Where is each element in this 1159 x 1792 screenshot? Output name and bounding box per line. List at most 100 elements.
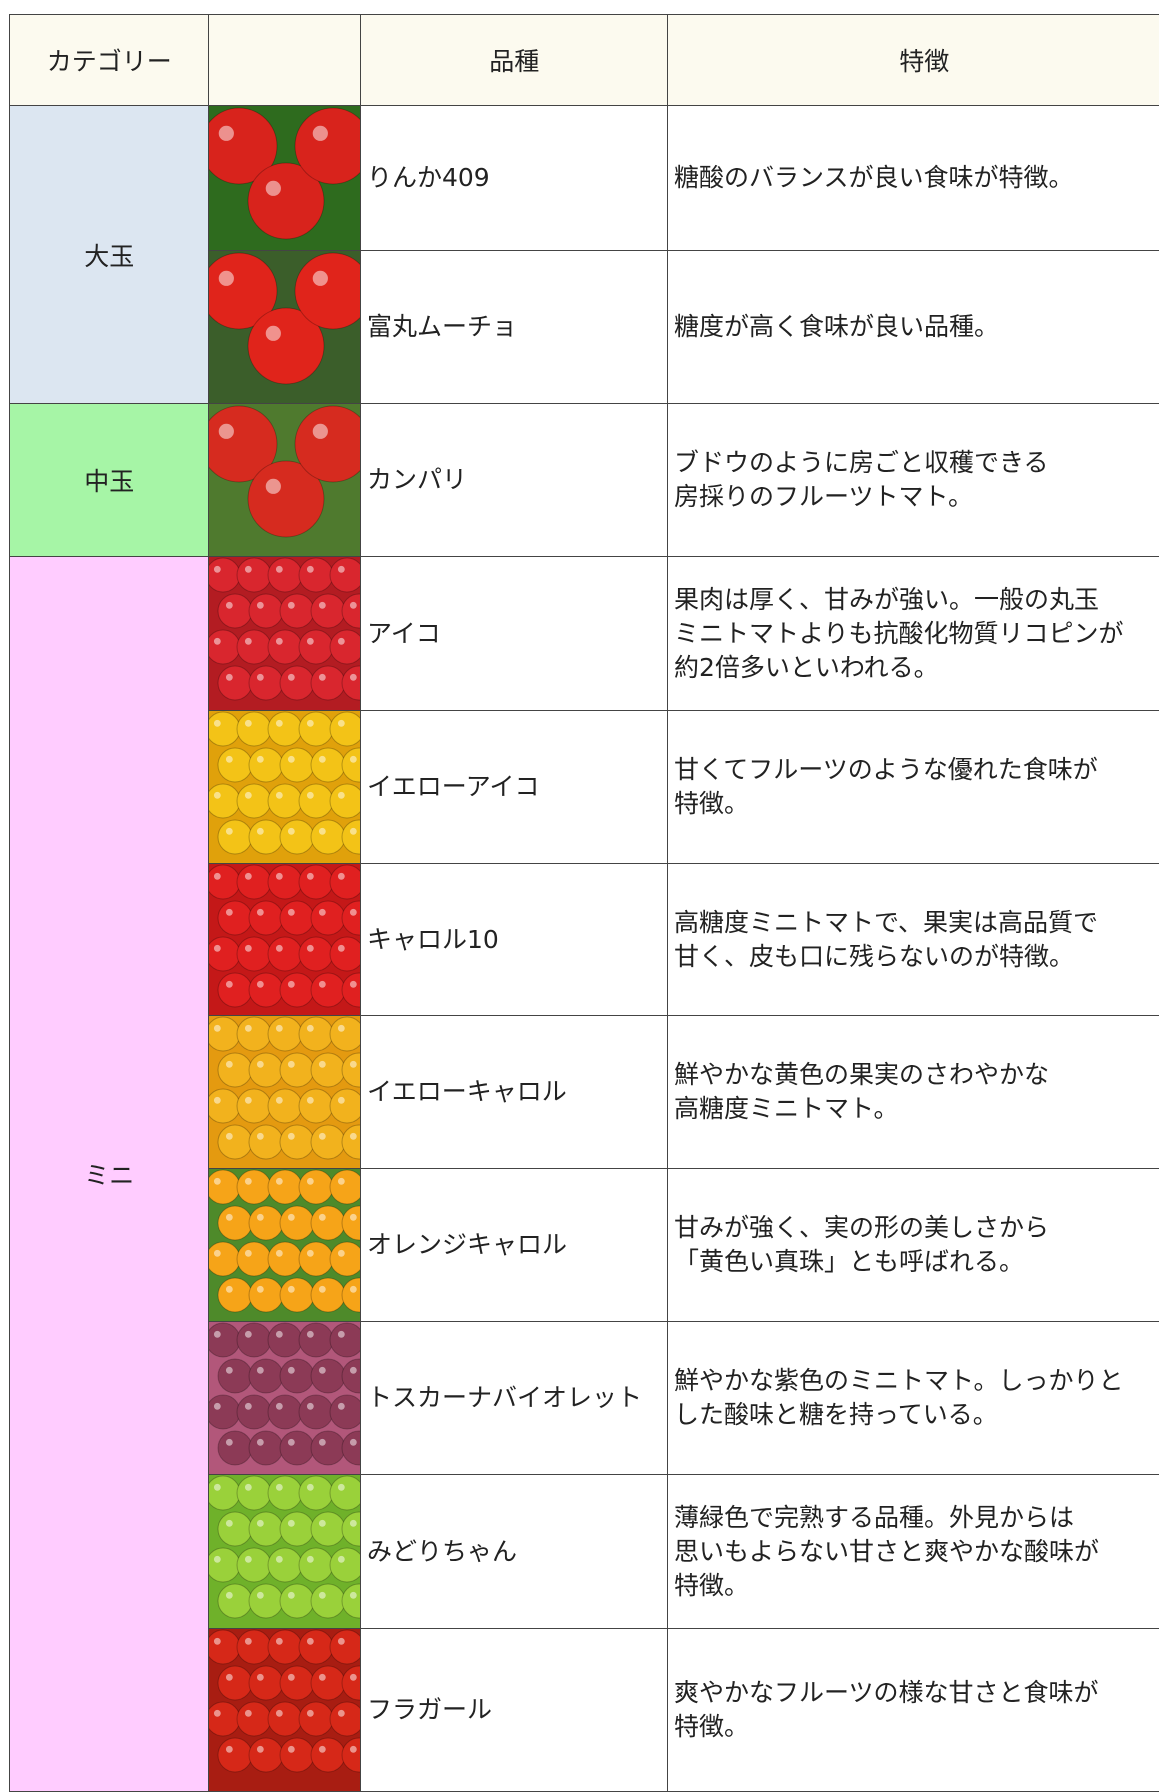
feature-text: 高糖度ミニトマトで、果実は高品質で 甘く、皮も口に残らないのが特徴。 (674, 906, 1098, 974)
feature-text: 糖酸のバランスが良い食味が特徴。 (674, 161, 1074, 195)
variety-cell: アイコ (360, 556, 669, 712)
photo-cell (208, 403, 362, 558)
feature-cell: 糖度が高く食味が良い品種。 (667, 250, 1159, 405)
header-cell: カテゴリー (9, 14, 210, 107)
header-cell (208, 14, 362, 107)
feature-line: 糖度が高く食味が良い品種。 (674, 312, 1000, 342)
feature-line: 特徴。 (674, 789, 750, 819)
variety-cell: カンパリ (360, 403, 669, 558)
header-cell: 特徴 (667, 14, 1159, 107)
photo-cell (208, 1321, 362, 1476)
feature-cell: 糖酸のバランスが良い食味が特徴。 (667, 105, 1159, 252)
feature-line: 糖酸のバランスが良い食味が特徴。 (674, 163, 1074, 193)
tomato-photo (209, 710, 361, 864)
header-cell: 品種 (360, 14, 669, 107)
photo-cell (208, 1168, 362, 1323)
feature-cell: 果肉は厚く、甘みが強い。一般の丸玉 ミニトマトよりも抗酸化物質リコピンが 約2倍多い… (667, 556, 1159, 712)
photo-cell (208, 250, 362, 405)
variety-cell: キャロル10 (360, 863, 669, 1017)
feature-text: ブドウのように房ごと収穫できる 房採りのフルーツトマト。 (674, 446, 1049, 514)
tomato-photo (209, 1628, 361, 1791)
feature-line: 薄緑色で完熟する品種。外見からは (674, 1502, 1075, 1532)
feature-line: した酸味と糖を持っている。 (674, 1400, 998, 1430)
variety-name: カンパリ (367, 465, 468, 495)
feature-line: 高糖度ミニトマトで、果実は高品質で (674, 907, 1099, 937)
feature-line: 果肉は厚く、甘みが強い。一般の丸玉 (674, 584, 1100, 614)
header-text: カテゴリー (46, 47, 172, 77)
feature-text: 鮮やかな黄色の果実のさわやかな 高糖度ミニトマト。 (674, 1058, 1049, 1126)
variety-name: アイコ (367, 618, 441, 648)
variety-cell: フラガール (360, 1628, 669, 1792)
variety-cell: みどりちゃん (360, 1474, 669, 1630)
variety-name: イエローキャロル (367, 1077, 567, 1107)
feature-line: 爽やかなフルーツの様な甘さと食味が (674, 1677, 1099, 1707)
feature-line: 鮮やかな紫色のミニトマト。しっかりと (674, 1366, 1124, 1396)
variety-cell: 富丸ムーチョ (360, 250, 669, 405)
variety-cell: りんか409 (360, 105, 669, 252)
feature-text: 果肉は厚く、甘みが強い。一般の丸玉 ミニトマトよりも抗酸化物質リコピンが 約2倍多い… (674, 583, 1124, 685)
feature-line: ブドウのように房ごと収穫できる (674, 448, 1049, 478)
variety-name: フラガール (367, 1694, 493, 1724)
photo-cell (208, 105, 362, 252)
feature-text: 甘みが強く、実の形の美しさから 「黄色い真珠」とも呼ばれる。 (674, 1211, 1049, 1279)
tomato-photo (209, 403, 361, 557)
feature-text: 糖度が高く食味が良い品種。 (674, 310, 999, 344)
feature-line: 甘くてフルーツのような優れた食味が (674, 755, 1098, 785)
photo-cell (208, 1628, 362, 1792)
feature-text: 甘くてフルーツのような優れた食味が 特徴。 (674, 753, 1098, 821)
feature-cell: 鮮やかな黄色の果実のさわやかな 高糖度ミニトマト。 (667, 1015, 1159, 1170)
feature-text: 鮮やかな紫色のミニトマト。しっかりと した酸味と糖を持っている。 (674, 1364, 1124, 1432)
feature-text: 爽やかなフルーツの様な甘さと食味が 特徴。 (674, 1676, 1099, 1744)
feature-line: 甘みが強く、実の形の美しさから (674, 1213, 1050, 1243)
category-cell: 中玉 (9, 403, 210, 558)
tomato-photo (209, 556, 361, 711)
feature-line: 高糖度ミニトマト。 (674, 1094, 899, 1124)
feature-line: 思いもよらない甘さと爽やかな酸味が (674, 1536, 1100, 1566)
tomato-photo (209, 250, 361, 404)
feature-cell: 高糖度ミニトマトで、果実は高品質で 甘く、皮も口に残らないのが特徴。 (667, 863, 1159, 1017)
variety-cell: トスカーナバイオレット (360, 1321, 669, 1476)
variety-cell: イエローキャロル (360, 1015, 669, 1170)
feature-line: 「黄色い真珠」とも呼ばれる。 (674, 1247, 1025, 1277)
photo-cell (208, 710, 362, 865)
variety-name: オレンジキャロル (367, 1230, 568, 1260)
variety-cell: イエローアイコ (360, 710, 669, 865)
photo-cell (208, 863, 362, 1017)
feature-line: ミニトマトよりも抗酸化物質リコピンが (674, 618, 1124, 648)
feature-line: 特徴。 (674, 1570, 750, 1600)
photo-cell (208, 1474, 362, 1630)
header-text: 特徴 (899, 47, 950, 77)
variety-name: 富丸ムーチョ (367, 312, 518, 342)
feature-cell: ブドウのように房ごと収穫できる 房採りのフルーツトマト。 (667, 403, 1159, 558)
variety-cell: オレンジキャロル (360, 1168, 669, 1323)
header-text: 品種 (489, 47, 540, 77)
category-label: 大玉 (84, 241, 135, 271)
category-label: 中玉 (84, 467, 135, 497)
variety-name: みどりちゃん (367, 1536, 518, 1566)
category-cell: 大玉 (9, 105, 210, 405)
feature-line: 鮮やかな黄色の果実のさわやかな (674, 1060, 1050, 1090)
feature-cell: 爽やかなフルーツの様な甘さと食味が 特徴。 (667, 1628, 1159, 1792)
feature-cell: 甘くてフルーツのような優れた食味が 特徴。 (667, 710, 1159, 865)
photo-cell (208, 1015, 362, 1170)
variety-name: キャロル10 (367, 924, 499, 954)
tomato-photo (209, 863, 361, 1016)
feature-cell: 薄緑色で完熟する品種。外見からは 思いもよらない甘さと爽やかな酸味が 特徴。 (667, 1474, 1159, 1630)
tomato-photo (209, 105, 361, 251)
feature-text: 薄緑色で完熟する品種。外見からは 思いもよらない甘さと爽やかな酸味が 特徴。 (674, 1501, 1099, 1603)
tomato-photo (209, 1321, 361, 1475)
feature-line: 特徴。 (674, 1711, 750, 1741)
feature-line: 約2倍多いといわれる。 (674, 652, 939, 682)
tomato-photo (209, 1168, 361, 1322)
feature-line: 甘く、皮も口に残らないのが特徴。 (674, 941, 1075, 971)
variety-name: トスカーナバイオレット (367, 1383, 643, 1413)
feature-cell: 甘みが強く、実の形の美しさから 「黄色い真珠」とも呼ばれる。 (667, 1168, 1159, 1323)
tomato-photo (209, 1474, 361, 1629)
category-label: ミニ (84, 1160, 135, 1190)
feature-cell: 鮮やかな紫色のミニトマト。しっかりと した酸味と糖を持っている。 (667, 1321, 1159, 1476)
variety-name: イエローアイコ (367, 772, 540, 802)
variety-name: りんか409 (367, 163, 490, 193)
tomato-photo (209, 1015, 361, 1169)
feature-line: 房採りのフルーツトマト。 (674, 482, 974, 512)
